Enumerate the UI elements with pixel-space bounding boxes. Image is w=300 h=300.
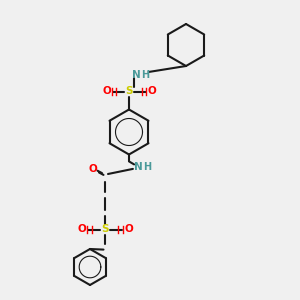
Text: N: N (134, 162, 142, 172)
Text: O: O (102, 86, 111, 97)
Text: H: H (143, 162, 151, 172)
Text: S: S (125, 86, 133, 97)
Text: O: O (88, 164, 98, 175)
Text: H: H (141, 70, 150, 80)
Text: O: O (77, 224, 86, 235)
Text: N: N (132, 70, 141, 80)
Text: O: O (124, 224, 133, 235)
Text: O: O (147, 86, 156, 97)
Text: S: S (101, 224, 109, 235)
